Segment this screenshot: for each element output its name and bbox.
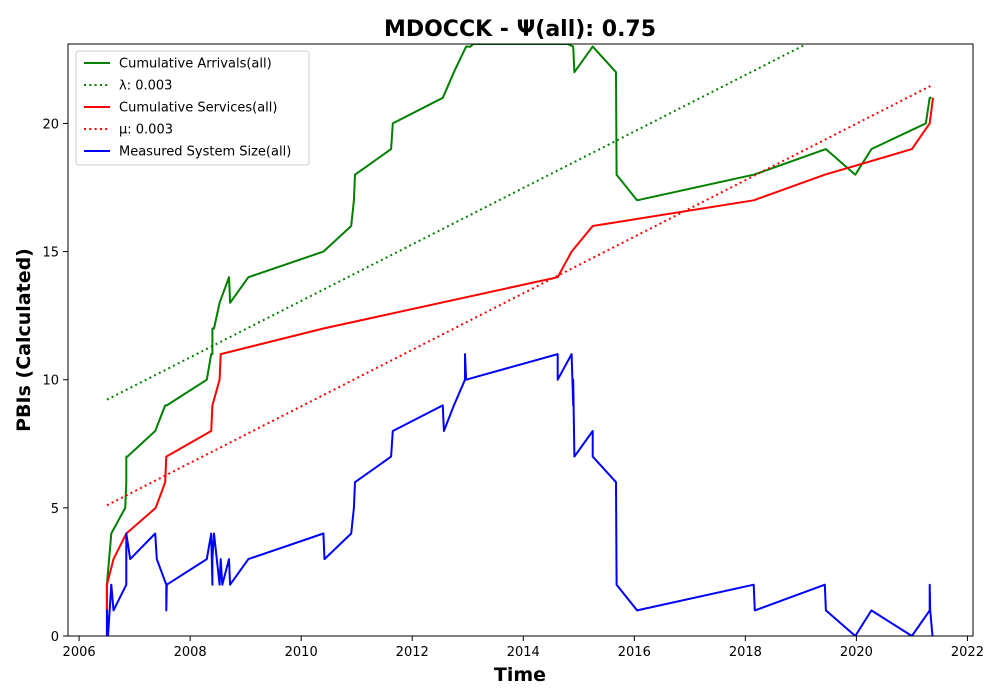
y-tick-label: 20	[42, 117, 59, 132]
series-line-3	[106, 84, 932, 507]
y-tick-label: 0	[51, 630, 59, 645]
y-tick-label: 5	[51, 502, 59, 517]
x-tick-label: 2010	[285, 645, 318, 660]
series-line-2	[106, 44, 807, 401]
x-tick-label: 2018	[729, 645, 762, 660]
legend-label: λ: 0.003	[119, 79, 172, 94]
x-tick-label: 2012	[396, 645, 429, 660]
x-axis-ticks: 2006 2008 2010 2012 2014 2016 2018 2020 2022	[63, 636, 984, 660]
x-tick-label: 2020	[840, 645, 873, 660]
y-tick-label: 10	[42, 374, 59, 389]
x-tick-label: 2016	[618, 645, 651, 660]
legend-label: μ: 0.003	[119, 123, 173, 138]
x-tick-label: 2008	[174, 645, 207, 660]
y-axis-label: PBIs (Calculated)	[13, 248, 35, 432]
legend-label: Cumulative Arrivals(all)	[119, 57, 272, 72]
x-tick-label: 2014	[507, 645, 540, 660]
x-axis-label: Time	[494, 664, 546, 686]
x-tick-label: 2006	[63, 645, 96, 660]
plot-frame	[67, 43, 974, 637]
series-line-0	[105, 44, 932, 611]
legend-label: Cumulative Services(all)	[119, 101, 277, 116]
legend: Cumulative Arrivals(all) λ: 0.003 Cumulati…	[75, 50, 310, 166]
series-line-4	[105, 353, 934, 636]
chart-title: MDOCCK - Ψ(all): 0.75	[384, 17, 656, 42]
y-tick-label: 15	[42, 246, 59, 261]
legend-box	[75, 50, 310, 166]
series-line-1	[105, 97, 934, 611]
x-tick-label: 2022	[951, 645, 984, 660]
legend-label: Measured System Size(all)	[119, 145, 291, 160]
y-axis-ticks: 0 5 10 15 20	[42, 117, 68, 645]
plot-area	[105, 44, 934, 636]
